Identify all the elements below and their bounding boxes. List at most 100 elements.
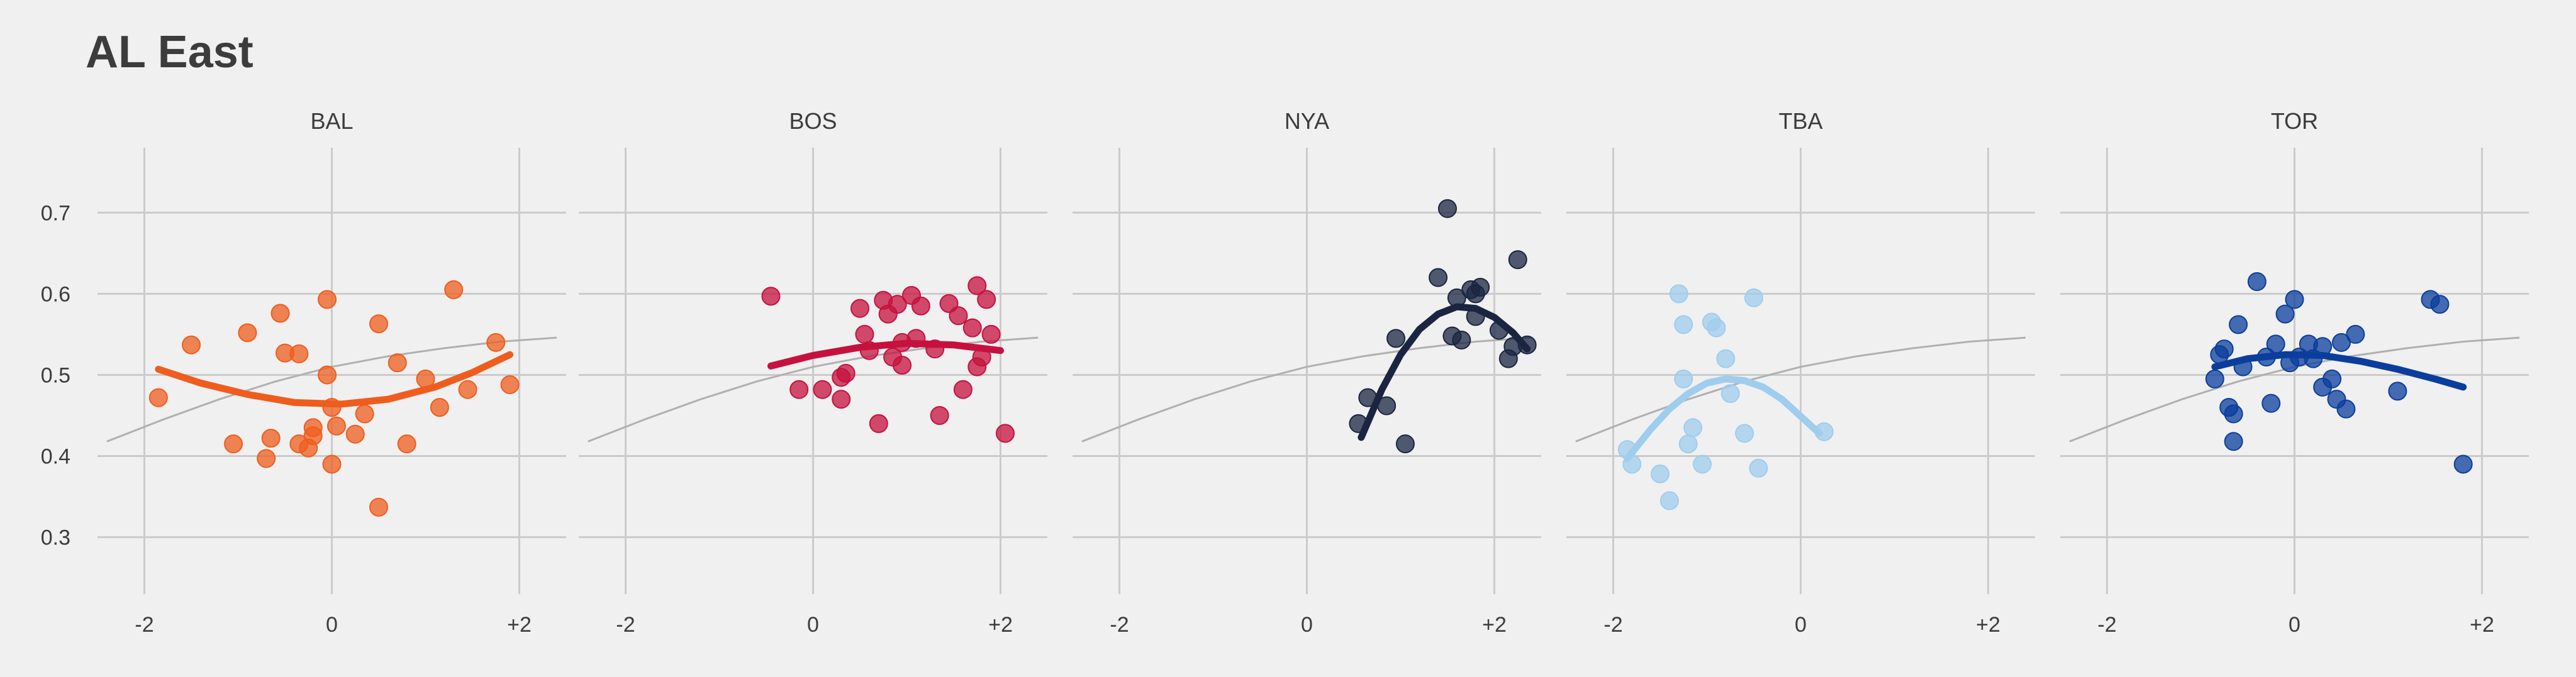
- data-point: [2266, 334, 2285, 354]
- data-point: [1659, 491, 1679, 510]
- data-point: [1674, 315, 1693, 334]
- facet-title: TBA: [1778, 108, 1822, 134]
- data-point: [486, 333, 506, 352]
- data-point: [397, 434, 416, 454]
- x-tick-label: 0: [1795, 613, 1807, 637]
- data-point: [977, 290, 996, 309]
- data-point: [1438, 199, 1457, 218]
- x-tick-label: -2: [616, 613, 635, 637]
- facet-title: TOR: [2271, 108, 2318, 134]
- x-tick-label: +2: [1976, 613, 2000, 637]
- page-title: AL East: [86, 27, 254, 77]
- data-point: [1683, 418, 1703, 438]
- data-point: [148, 388, 168, 407]
- data-point: [962, 318, 982, 338]
- data-point: [2275, 304, 2295, 324]
- y-tick-label: 0.3: [41, 526, 70, 550]
- data-point: [836, 363, 856, 383]
- data-point: [1674, 369, 1693, 388]
- data-point: [2224, 404, 2243, 424]
- data-point: [850, 299, 869, 318]
- data-point: [869, 414, 888, 433]
- data-point: [238, 323, 257, 343]
- fit-curve: [155, 351, 514, 408]
- data-point: [2247, 272, 2267, 291]
- facet-title: BAL: [310, 108, 353, 134]
- x-tick-label: +2: [507, 613, 532, 637]
- x-tick-label: 0: [1301, 613, 1313, 637]
- data-point: [2336, 399, 2356, 419]
- facet-bos: BOS -2 0 +2: [579, 108, 1047, 637]
- data-point: [1651, 464, 1670, 483]
- data-point: [224, 434, 243, 454]
- data-point: [1452, 330, 1471, 350]
- x-tick-label: -2: [1603, 613, 1622, 637]
- data-point: [261, 429, 281, 448]
- data-point: [2453, 454, 2473, 474]
- data-point: [967, 276, 987, 295]
- data-point: [2261, 394, 2281, 413]
- data-point: [430, 398, 449, 417]
- data-point: [832, 390, 851, 409]
- data-point: [813, 380, 832, 399]
- y-tick-label: 0.4: [41, 445, 70, 469]
- data-point: [1716, 349, 1736, 368]
- data-point: [888, 295, 907, 314]
- data-point: [1429, 268, 1448, 287]
- fit-curve: [767, 339, 1004, 370]
- data-point: [2205, 369, 2224, 388]
- data-point: [1744, 288, 1763, 307]
- data-point: [303, 426, 323, 446]
- x-tick-label: 0: [2289, 613, 2300, 637]
- x-tick-label: -2: [1110, 613, 1129, 637]
- data-point: [1678, 434, 1698, 454]
- data-point: [2346, 324, 2365, 344]
- fit-curve: [1624, 375, 1823, 462]
- x-tick-label: +2: [2470, 613, 2494, 637]
- data-point: [1735, 424, 1754, 443]
- x-tick-label: -2: [2097, 613, 2116, 637]
- data-point: [355, 404, 374, 424]
- data-point: [981, 324, 1001, 344]
- data-point: [270, 304, 290, 323]
- data-point: [761, 287, 781, 306]
- x-tick-label: +2: [1482, 613, 1507, 637]
- y-tick-label: 0.6: [41, 282, 70, 306]
- facet-nya: NYA -2 0 +2: [1073, 108, 1541, 637]
- data-point: [2332, 333, 2351, 352]
- data-point: [369, 497, 388, 517]
- x-tick-label: 0: [807, 613, 819, 637]
- data-point: [326, 416, 346, 436]
- reference-curve: [1575, 336, 2026, 443]
- data-point: [855, 324, 874, 344]
- data-point: [289, 344, 309, 363]
- data-point: [893, 355, 912, 375]
- data-point: [2214, 339, 2234, 359]
- data-point: [369, 314, 388, 334]
- data-point: [345, 424, 365, 444]
- data-point: [257, 449, 276, 468]
- data-point: [458, 380, 477, 399]
- data-point: [1749, 458, 1768, 478]
- data-point: [1386, 329, 1406, 348]
- data-point: [500, 375, 520, 394]
- x-tick-label: -2: [135, 613, 153, 637]
- data-point: [2224, 432, 2243, 451]
- facet-tba: TBA -2 0 +2: [1566, 108, 2035, 637]
- data-point: [182, 335, 201, 355]
- data-point: [2322, 369, 2342, 388]
- fit-curve: [1358, 303, 1531, 441]
- data-point: [1471, 278, 1490, 297]
- data-point: [1508, 250, 1527, 270]
- y-tick-label: 0.5: [41, 363, 70, 387]
- data-point: [1720, 384, 1740, 404]
- y-axis: 0.3 0.4 0.5 0.6 0.7: [41, 201, 70, 549]
- data-point: [2430, 295, 2450, 314]
- data-point: [949, 306, 968, 326]
- data-point: [444, 280, 464, 299]
- facet-title: BOS: [789, 108, 837, 134]
- data-point: [1395, 434, 1415, 454]
- data-point: [1669, 284, 1688, 304]
- x-tick-label: +2: [988, 613, 1013, 637]
